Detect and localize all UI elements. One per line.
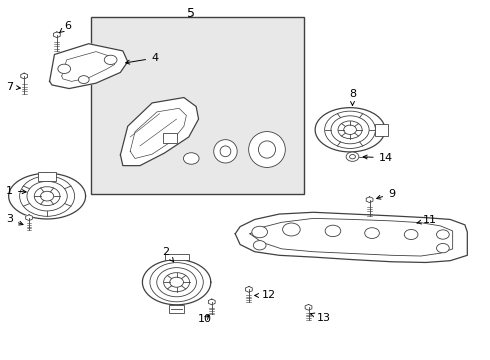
Bar: [38, 172, 56, 181]
Text: 9: 9: [377, 189, 395, 199]
Text: 11: 11: [417, 215, 437, 225]
Circle shape: [104, 55, 117, 64]
Text: 5: 5: [187, 7, 195, 20]
Polygon shape: [245, 287, 252, 292]
Text: 6: 6: [60, 21, 72, 33]
Circle shape: [404, 229, 418, 239]
Text: 4: 4: [125, 53, 158, 64]
Text: 8: 8: [349, 89, 356, 105]
Polygon shape: [21, 73, 27, 79]
Bar: [91, 17, 304, 194]
Circle shape: [252, 226, 268, 238]
Polygon shape: [208, 299, 215, 305]
Polygon shape: [235, 212, 467, 262]
Circle shape: [78, 76, 89, 84]
Text: 2: 2: [162, 247, 173, 262]
Text: 1: 1: [6, 186, 26, 196]
Text: 13: 13: [311, 313, 331, 323]
Bar: [163, 134, 177, 143]
Circle shape: [437, 243, 449, 253]
Ellipse shape: [214, 140, 237, 163]
Text: 10: 10: [198, 314, 212, 324]
Ellipse shape: [248, 132, 285, 167]
Circle shape: [283, 223, 300, 236]
Text: 7: 7: [6, 82, 20, 92]
Polygon shape: [305, 305, 312, 310]
Circle shape: [253, 240, 266, 250]
Text: 14: 14: [363, 153, 393, 163]
Circle shape: [325, 225, 341, 237]
Circle shape: [58, 64, 71, 73]
Text: 12: 12: [255, 291, 275, 301]
Bar: [165, 254, 189, 260]
Bar: [169, 305, 184, 313]
Polygon shape: [315, 108, 385, 152]
Polygon shape: [53, 32, 60, 38]
Polygon shape: [10, 167, 84, 215]
Polygon shape: [25, 215, 32, 221]
Circle shape: [437, 230, 449, 239]
Polygon shape: [121, 98, 198, 166]
Circle shape: [183, 153, 199, 164]
Bar: [375, 124, 388, 136]
Circle shape: [365, 228, 379, 238]
Polygon shape: [49, 44, 128, 89]
Circle shape: [346, 152, 359, 161]
Text: 3: 3: [6, 215, 23, 225]
Polygon shape: [366, 197, 373, 203]
